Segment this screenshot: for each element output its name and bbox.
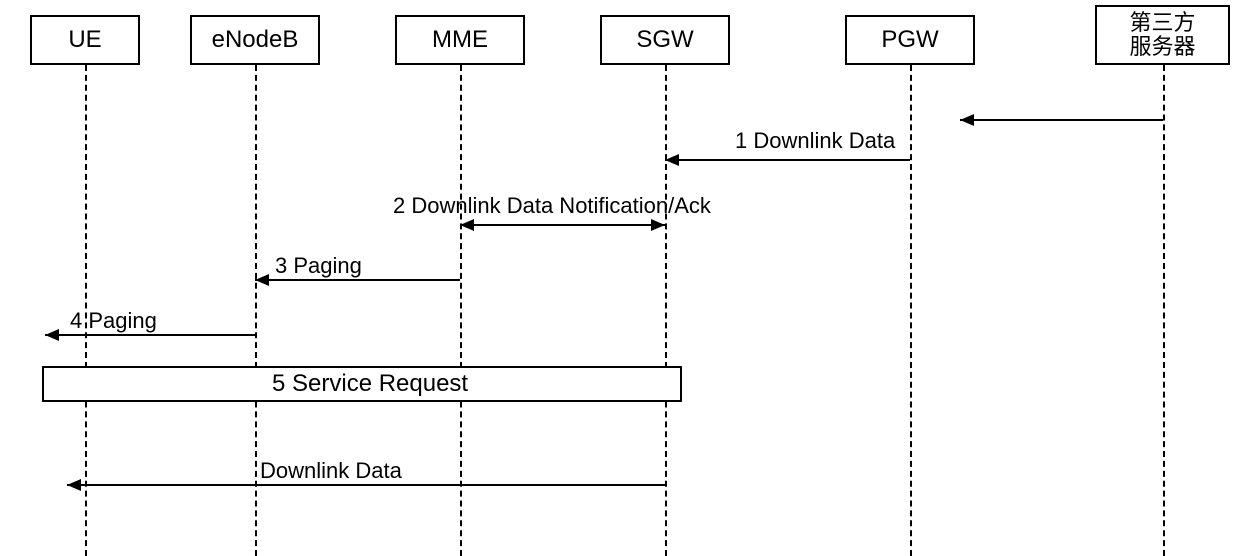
service-request-label: 5 Service Request xyxy=(272,370,468,398)
label-downlink-data-1: 1 Downlink Data xyxy=(735,128,895,154)
participant-sgw: SGW xyxy=(600,15,730,65)
lifeline-enodeb xyxy=(255,65,257,556)
arrows-layer xyxy=(0,0,1239,556)
lifeline-sgw xyxy=(665,65,667,556)
lifeline-mme xyxy=(460,65,462,556)
lifeline-server xyxy=(1163,65,1165,556)
participant-enodeb-label: eNodeB xyxy=(212,27,299,53)
participant-mme-label: MME xyxy=(432,27,488,53)
participant-pgw-label: PGW xyxy=(881,27,938,53)
participant-enodeb: eNodeB xyxy=(190,15,320,65)
service-request-box: 5 Service Request xyxy=(42,366,682,402)
participant-pgw: PGW xyxy=(845,15,975,65)
label-paging-3: 3 Paging xyxy=(275,253,362,279)
label-paging-4: 4 Paging xyxy=(70,308,157,334)
participant-mme: MME xyxy=(395,15,525,65)
participant-third-party-server-label: 第三方 服务器 xyxy=(1129,11,1195,59)
sequence-diagram: UE eNodeB MME SGW PGW 第三方 服务器 1 Downlink… xyxy=(0,0,1239,556)
label-downlink-data-final: Downlink Data xyxy=(260,458,402,484)
participant-ue: UE xyxy=(30,15,140,65)
label-downlink-data-notif: 2 Downlink Data Notification/Ack xyxy=(393,193,711,219)
participant-ue-label: UE xyxy=(68,27,101,53)
participant-third-party-server: 第三方 服务器 xyxy=(1095,5,1230,65)
participant-sgw-label: SGW xyxy=(636,27,693,53)
lifeline-pgw xyxy=(910,65,912,556)
